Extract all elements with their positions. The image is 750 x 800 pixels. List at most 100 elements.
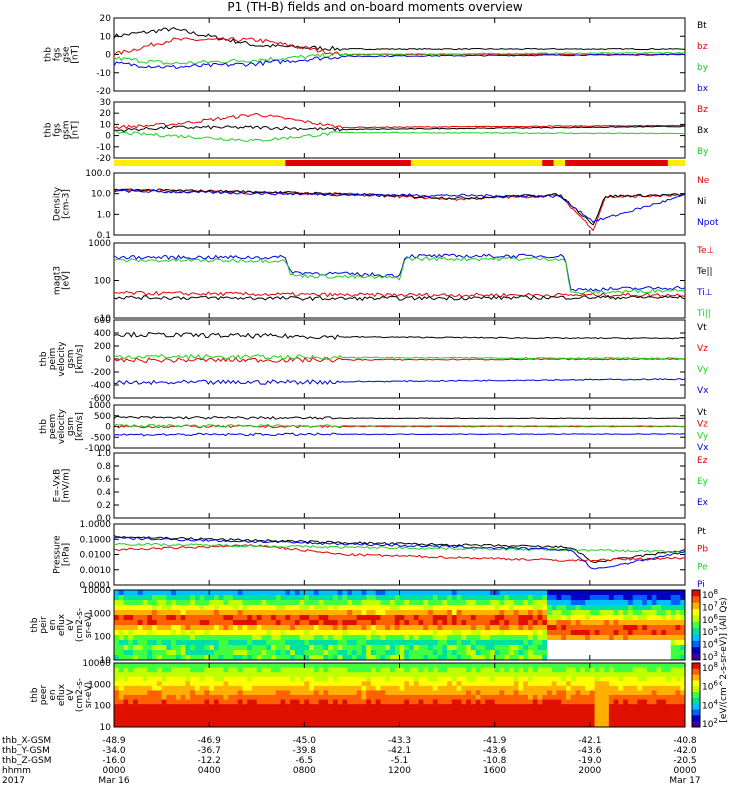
spectrogram-cell [485, 704, 491, 710]
spectrogram-cell [613, 685, 619, 691]
spectrogram-cell [280, 672, 286, 678]
spectrogram-cell [670, 672, 676, 678]
spectrogram-cell [318, 605, 324, 611]
spectrogram-cell [299, 600, 305, 606]
spectrogram-cell [209, 695, 215, 701]
spectrogram-cell [332, 650, 339, 656]
spectrogram-cell [413, 667, 420, 673]
spectrogram-cell [280, 699, 286, 705]
spectrogram-cell [142, 717, 148, 723]
spectrogram-cell [361, 590, 367, 596]
spectrogram-cell [423, 667, 429, 673]
spectrogram-cell [675, 605, 681, 611]
spectrogram-cell [451, 615, 458, 621]
spectrogram-cell [304, 690, 310, 696]
spectrogram-cell [665, 681, 672, 687]
spectrogram-cell [432, 672, 439, 678]
spectrogram-cell [499, 615, 505, 621]
spectrogram-cell [547, 708, 553, 714]
spectrogram-cell [413, 615, 420, 621]
spectrogram-cell [437, 695, 443, 701]
spectrogram-cell [271, 685, 277, 691]
spectrogram-cell [137, 681, 144, 687]
spectrogram-cell [323, 610, 329, 616]
colorbar-segment [692, 602, 700, 610]
spectrogram-cell [580, 630, 586, 636]
spectrogram-cell [461, 590, 467, 596]
spectrogram-cell [613, 645, 619, 651]
spectrogram-cell [570, 699, 577, 705]
spectrogram-cell [451, 640, 458, 646]
spectrogram-cell [480, 640, 486, 646]
spectrogram-cell [413, 595, 420, 601]
spectrogram-cell [370, 681, 377, 687]
spectrogram-cell [418, 690, 424, 696]
spectrogram-cell [451, 663, 458, 669]
spectrogram-cell [527, 690, 534, 696]
spectrogram-cell [642, 630, 648, 636]
spectrogram-cell [585, 699, 591, 705]
spectrogram-cell [347, 615, 353, 621]
spectrogram-cell [594, 590, 600, 596]
spectrogram-cell [551, 595, 558, 601]
spectrogram-cell [623, 663, 629, 669]
spectrogram-cell [237, 620, 243, 626]
y-axis-label: [nT] [71, 45, 81, 63]
spectrogram-cell [180, 722, 186, 728]
spectrogram-cell [171, 650, 177, 656]
spectrogram-cell [442, 595, 448, 601]
spectrogram-cell [247, 713, 253, 719]
spectrogram-cell [661, 630, 667, 636]
spectrogram-cell [299, 690, 305, 696]
spectrogram-cell [585, 610, 591, 616]
spectrogram-cell [489, 650, 496, 656]
spectrogram-cell [613, 681, 619, 687]
spectrogram-cell [604, 650, 610, 656]
spectrogram-cell [280, 717, 286, 723]
spectrogram-cell [156, 672, 163, 678]
spectrogram-cell [266, 667, 272, 673]
spectrogram-cell [542, 708, 548, 714]
spectrogram-cell [242, 713, 248, 719]
x-tick-label-Z: -16.0 [102, 756, 126, 766]
spectrogram-cell [556, 620, 562, 626]
spectrogram-cell [271, 663, 277, 669]
spectrogram-cell [428, 676, 434, 682]
spectrogram-cell [480, 676, 486, 682]
spectrogram-cell [366, 695, 372, 701]
spectrogram-cell [532, 672, 538, 678]
spectrogram-cell [304, 645, 310, 651]
spectrogram-cell [370, 655, 377, 661]
y-tick-label: 100 [94, 633, 111, 643]
spectrogram-cell [485, 713, 491, 719]
y-tick-label: 100 [94, 702, 111, 712]
spectrogram-cell [646, 600, 653, 606]
spectrogram-cell [166, 610, 172, 616]
spectrogram-cell [294, 630, 301, 636]
spectrogram-cell [537, 681, 543, 687]
spectrogram-cell [171, 681, 177, 687]
spectrogram-cell [423, 717, 429, 723]
spectrogram-cell [375, 704, 381, 710]
spectrogram-cell [661, 590, 667, 596]
spectrogram-cell [404, 605, 410, 611]
spectrogram-cell [152, 663, 158, 669]
spectrogram-cell [375, 676, 381, 682]
spectrogram-cell [232, 704, 239, 710]
spectrogram-cell [190, 667, 196, 673]
spectrogram-cell [399, 595, 405, 601]
spectrogram-cell [285, 640, 291, 646]
spectrogram-cell [213, 620, 220, 626]
spectrogram-cell [237, 717, 243, 723]
spectrogram-cell [271, 681, 277, 687]
spectrogram-cell [485, 672, 491, 678]
spectrogram-cell [561, 681, 567, 687]
spectrogram-cell [194, 722, 201, 728]
spectrogram-cell [351, 595, 358, 601]
x-tick-label-X: -40.8 [673, 736, 697, 746]
spectrogram-cell [508, 615, 515, 621]
spectrogram-cell [223, 645, 229, 651]
spectrogram-cell [665, 600, 672, 606]
spectrogram-cell [351, 605, 358, 611]
spectrogram-cell [665, 615, 672, 621]
